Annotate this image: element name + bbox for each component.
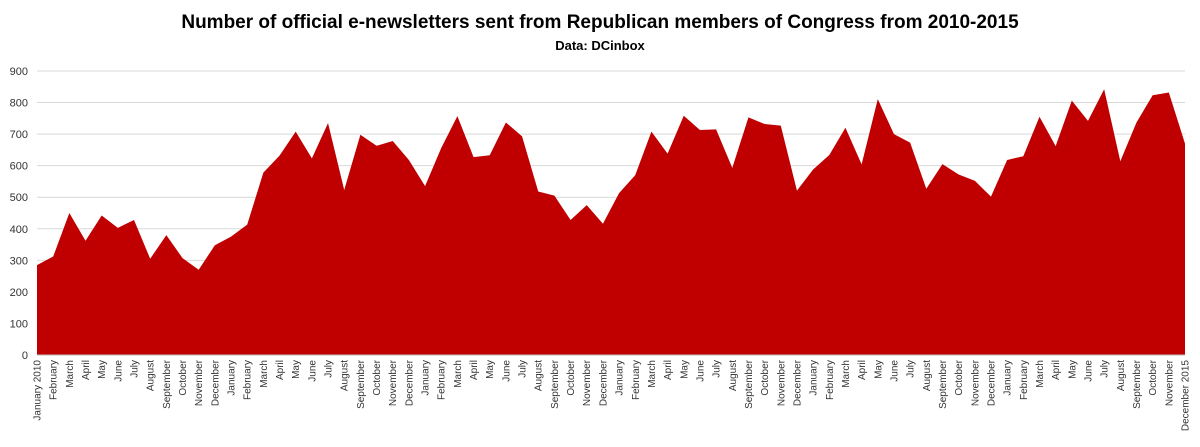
x-tick-label: February bbox=[243, 360, 254, 400]
x-tick-label: October bbox=[372, 359, 383, 395]
y-tick-label: 400 bbox=[10, 224, 28, 236]
x-tick-label: June bbox=[1083, 360, 1094, 382]
chart-title: Number of official e-newsletters sent fr… bbox=[181, 12, 1019, 33]
x-tick-label: January 2010 bbox=[33, 360, 44, 421]
x-tick-label: July bbox=[324, 360, 335, 378]
x-tick-label: July bbox=[712, 360, 723, 378]
y-tick-label: 200 bbox=[10, 287, 28, 299]
y-tick-labels: 0 100 200 300 400 500 600 700 800 900 bbox=[10, 66, 28, 362]
x-tick-label: July bbox=[906, 360, 917, 378]
x-tick-label: August bbox=[534, 360, 545, 391]
x-tick-label: June bbox=[307, 360, 318, 382]
x-tick-label: May bbox=[873, 360, 884, 379]
x-tick-label: May bbox=[291, 360, 302, 379]
x-tick-label: December bbox=[986, 359, 997, 406]
x-tick-label: January bbox=[227, 360, 238, 396]
x-tick-label: November bbox=[388, 359, 399, 406]
x-tick-label: November bbox=[1164, 359, 1175, 406]
x-tick-label: June bbox=[113, 360, 124, 382]
x-tick-label: April bbox=[1051, 360, 1062, 380]
y-tick-label: 800 bbox=[10, 98, 28, 110]
x-tick-label: September bbox=[550, 359, 561, 409]
x-tick-label: January bbox=[421, 360, 432, 396]
x-tick-label: February bbox=[825, 360, 836, 400]
y-tick-label: 300 bbox=[10, 255, 28, 267]
x-tick-label: February bbox=[1019, 360, 1030, 400]
x-tick-label: March bbox=[259, 360, 270, 388]
x-tick-label: August bbox=[728, 360, 739, 391]
x-tick-label: January bbox=[615, 360, 626, 396]
x-tick-label: August bbox=[340, 360, 351, 391]
x-tick-label: December 2015 bbox=[1181, 360, 1192, 432]
x-tick-label: July bbox=[1100, 360, 1111, 378]
x-tick-label: November bbox=[194, 359, 205, 406]
x-tick-label: June bbox=[501, 360, 512, 382]
x-tick-label: March bbox=[841, 360, 852, 388]
x-tick-label: February bbox=[437, 360, 448, 400]
y-tick-label: 500 bbox=[10, 192, 28, 204]
x-tick-label: October bbox=[760, 359, 771, 395]
x-tick-label: March bbox=[647, 360, 658, 388]
x-tick-label: August bbox=[922, 360, 933, 391]
chart-subtitle: Data: DCinbox bbox=[555, 38, 645, 53]
y-tick-label: 600 bbox=[10, 161, 28, 173]
x-tick-label: September bbox=[1132, 359, 1143, 409]
x-tick-label: April bbox=[663, 360, 674, 380]
x-tick-label: December bbox=[792, 359, 803, 406]
y-tick-label: 100 bbox=[10, 318, 28, 330]
data-area bbox=[36, 89, 1186, 356]
y-tick-label: 900 bbox=[10, 66, 28, 78]
x-tick-label: December bbox=[404, 359, 415, 406]
x-tick-label: January bbox=[1003, 360, 1014, 396]
x-tick-label: September bbox=[356, 359, 367, 409]
x-tick-label: May bbox=[97, 360, 108, 379]
x-tick-label: September bbox=[938, 359, 949, 409]
x-tick-label: October bbox=[178, 359, 189, 395]
x-tick-labels: January 2010 February March April May June Jul… bbox=[33, 359, 1192, 431]
x-tick-label: March bbox=[1035, 360, 1046, 388]
x-tick-label: April bbox=[81, 360, 92, 380]
x-tick-label: September bbox=[744, 359, 755, 409]
x-tick-label: December bbox=[210, 359, 221, 406]
x-tick-label: June bbox=[889, 360, 900, 382]
x-tick-label: March bbox=[453, 360, 464, 388]
x-tick-label: August bbox=[146, 360, 157, 391]
x-tick-label: October bbox=[1148, 359, 1159, 395]
x-tick-label: February bbox=[631, 360, 642, 400]
x-tick-label: April bbox=[469, 360, 480, 380]
x-tick-label: November bbox=[776, 359, 787, 406]
x-tick-label: October bbox=[566, 359, 577, 395]
x-tick-label: October bbox=[954, 359, 965, 395]
x-tick-label: July bbox=[130, 360, 141, 378]
x-tick-label: January bbox=[809, 360, 820, 396]
y-tick-label: 0 bbox=[22, 350, 28, 362]
x-tick-label: November bbox=[582, 359, 593, 406]
x-tick-label: September bbox=[162, 359, 173, 409]
x-tick-label: May bbox=[679, 360, 690, 379]
x-tick-label: March bbox=[65, 360, 76, 388]
x-tick-label: December bbox=[598, 359, 609, 406]
x-tick-label: July bbox=[518, 360, 529, 378]
x-tick-label: April bbox=[857, 360, 868, 380]
x-tick-label: May bbox=[1067, 360, 1078, 379]
x-tick-label: August bbox=[1116, 360, 1127, 391]
x-tick-label: November bbox=[970, 359, 981, 406]
x-tick-label: June bbox=[695, 360, 706, 382]
x-tick-label: May bbox=[485, 360, 496, 379]
x-tick-label: February bbox=[49, 360, 60, 400]
y-tick-label: 700 bbox=[10, 129, 28, 141]
series-area bbox=[37, 89, 1185, 356]
x-tick-label: April bbox=[275, 360, 286, 380]
